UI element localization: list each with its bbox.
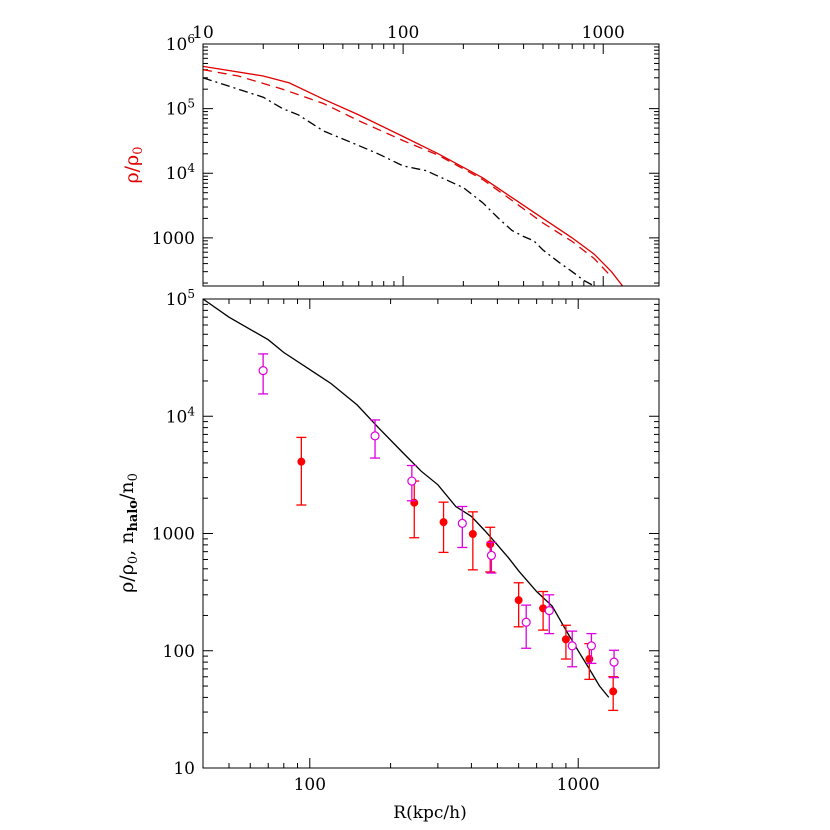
bottom-y-tick-label-base: 10 bbox=[166, 290, 188, 310]
bottom-y-tick-label: 10 bbox=[173, 759, 195, 779]
filled-data-point bbox=[609, 687, 618, 696]
open-data-point bbox=[586, 641, 597, 651]
bottom-y-axis-label: ρ/ρ0, nhalo/n0 bbox=[116, 473, 141, 593]
top-y-tick-label-exponent: 6 bbox=[187, 32, 195, 46]
bottom-y-tick-label-base: 100 bbox=[163, 642, 195, 662]
top-y-tick-label-base: 10 bbox=[166, 100, 188, 120]
open-data-point bbox=[407, 476, 417, 486]
bottom-ylabel-part1: ρ/ρ bbox=[116, 564, 138, 593]
bottom-ylabel-sub1: 0 bbox=[126, 556, 141, 564]
bottom-y-tick-label-base: 10 bbox=[173, 759, 195, 779]
top-series-line-solid bbox=[203, 65, 624, 286]
open-data-point bbox=[609, 657, 619, 667]
top-y-tick-label-exponent: 4 bbox=[187, 161, 195, 175]
bottom-x-axis-label: R(kpc/h) bbox=[393, 803, 466, 823]
top-y-tick-label-base: 1000 bbox=[152, 229, 195, 249]
bottom-y-tick-label: 105 bbox=[166, 287, 195, 310]
bottom-y-tick-label-base: 10 bbox=[166, 407, 188, 427]
open-data-point bbox=[544, 606, 554, 616]
top-y-tick-label-base: 10 bbox=[166, 35, 188, 55]
top-series-group bbox=[203, 65, 624, 286]
top-y-tick-label: 1000 bbox=[152, 229, 195, 249]
bottom-x-tick-label: 100 bbox=[294, 775, 326, 795]
top-y-tick-label: 106 bbox=[166, 32, 195, 55]
bottom-ylabel-sub2: halo bbox=[126, 500, 141, 532]
top-ylabel-main: ρ/ρ bbox=[121, 155, 143, 184]
top-plot-frame bbox=[202, 43, 660, 287]
top-ylabel-sub: 0 bbox=[131, 146, 146, 154]
bottom-ylabel-part3: /n bbox=[116, 481, 138, 500]
bottom-axis-ticks bbox=[202, 298, 660, 769]
open-data-point bbox=[370, 431, 380, 441]
bottom-model-line bbox=[203, 299, 610, 698]
bottom-series-group bbox=[203, 299, 620, 712]
top-series-line-dashed bbox=[203, 69, 612, 278]
bottom-y-tick-label: 100 bbox=[163, 642, 195, 662]
bottom-ylabel-sub3: 0 bbox=[126, 473, 141, 481]
filled-data-point bbox=[468, 530, 477, 539]
bottom-plot-frame bbox=[202, 298, 660, 769]
top-series-line-dash-dot bbox=[203, 77, 595, 286]
filled-data-point bbox=[561, 635, 570, 644]
bottom-y-tick-label-exponent: 5 bbox=[187, 287, 195, 301]
open-data-point bbox=[258, 366, 268, 376]
bottom-x-tick-label-base: 100 bbox=[294, 775, 326, 795]
bottom-x-tick-label-base: 1000 bbox=[557, 775, 600, 795]
top-x-tick-label: 1000 bbox=[582, 23, 625, 43]
open-data-point bbox=[457, 518, 467, 528]
open-data-point bbox=[521, 617, 531, 627]
top-y-tick-label: 105 bbox=[166, 97, 195, 120]
top-x-tick-label-base: 10 bbox=[192, 23, 214, 43]
top-y-tick-label-exponent: 5 bbox=[187, 97, 195, 111]
open-data-point bbox=[567, 641, 577, 651]
bottom-y-tick-label: 104 bbox=[166, 404, 196, 427]
bottom-y-tick-label-exponent: 4 bbox=[187, 404, 195, 418]
open-data-point bbox=[486, 550, 497, 561]
top-x-tick-label-base: 100 bbox=[387, 23, 419, 43]
bottom-ylabel-part2: , n bbox=[116, 532, 138, 556]
top-x-tick-label-base: 1000 bbox=[582, 23, 625, 43]
top-x-tick-label: 10 bbox=[192, 23, 214, 43]
top-axis-ticks bbox=[202, 43, 659, 286]
filled-data-point bbox=[514, 596, 523, 605]
top-y-tick-label-base: 10 bbox=[166, 164, 188, 184]
top-x-tick-label: 100 bbox=[387, 23, 419, 43]
filled-data-point bbox=[297, 457, 306, 466]
top-y-tick-label: 104 bbox=[166, 161, 196, 184]
top-y-axis-label: ρ/ρ0 bbox=[121, 146, 146, 183]
bottom-y-tick-label: 1000 bbox=[152, 525, 195, 545]
bottom-y-tick-label-base: 1000 bbox=[152, 525, 195, 545]
filled-data-point bbox=[439, 518, 448, 527]
bottom-x-tick-label: 1000 bbox=[557, 775, 600, 795]
